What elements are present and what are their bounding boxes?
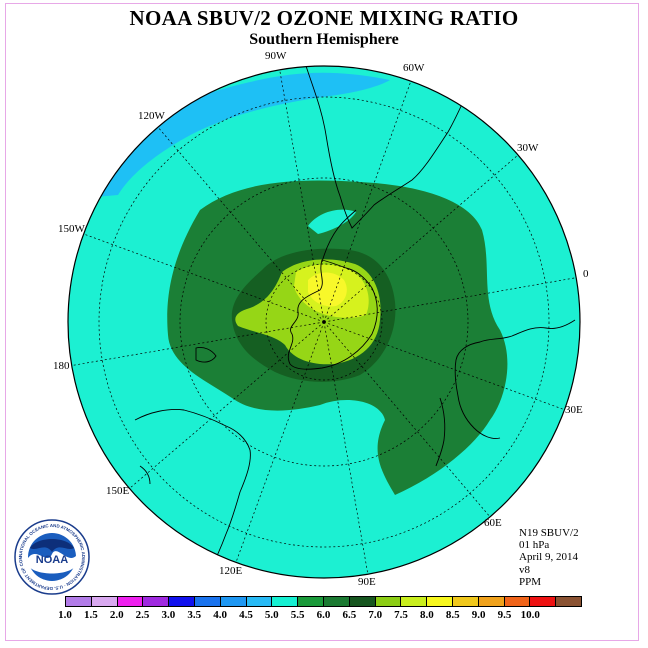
colorbar-tick-label: 4.5 xyxy=(239,609,253,621)
colorbar-tick-label: 4.0 xyxy=(213,609,227,621)
colorbar-ticks: 1.0 1.5 2.0 2.5 3.0 3.5 4.0 4.5 5.0 5.5 6.0 6.5 7.0 7… xyxy=(58,609,582,623)
colorbar-tick-label: 7.0 xyxy=(368,609,383,621)
south-america-coast xyxy=(305,66,471,229)
chart-subtitle: Southern Hemisphere xyxy=(249,31,399,48)
colorbar-tick-label: 6.5 xyxy=(342,609,357,621)
info-block: N19 SBUV/2 01 hPa April 9, 2014 v8 PPM xyxy=(519,527,579,588)
australia-coast xyxy=(134,409,251,577)
band-5-0-hole xyxy=(308,209,356,234)
colorbar-tick-label: 8.0 xyxy=(420,609,434,621)
colorbar-tick-label: 3.5 xyxy=(187,609,202,621)
colorbar-tick-label: 8.5 xyxy=(445,609,460,621)
colorbar-swatch xyxy=(556,597,581,606)
colorbar-swatch xyxy=(194,597,221,606)
info-units: PPM xyxy=(519,575,542,588)
lon-label-90w: 90W xyxy=(265,50,287,62)
page-frame xyxy=(5,3,639,641)
info-version: v8 xyxy=(519,563,530,576)
coastlines xyxy=(134,66,576,577)
latitude-circles xyxy=(98,96,550,548)
colorbar-tick-label: 5.0 xyxy=(264,609,279,621)
info-instrument: N19 SBUV/2 xyxy=(519,527,579,539)
colorbar-swatch xyxy=(478,597,505,606)
colorbar-tick-label: 1.5 xyxy=(83,609,98,621)
lon-label-30e: 30E xyxy=(565,404,583,416)
colorbar-swatch xyxy=(91,597,118,606)
lon-label-90e: 90E xyxy=(358,576,376,588)
antarctic-peninsula xyxy=(321,209,357,263)
info-date: April 9, 2014 xyxy=(519,551,578,564)
colorbar-tick-label: 1.0 xyxy=(58,609,72,621)
info-pressure: 01 hPa xyxy=(519,539,550,552)
colorbar-swatch xyxy=(375,597,402,606)
colorbar-tick-label: 7.5 xyxy=(394,609,408,621)
colorbar-tick-label: 2.5 xyxy=(135,609,150,621)
south-pole-marker xyxy=(322,320,326,324)
lon-label-0: 0 xyxy=(583,268,589,280)
tasmania-coast xyxy=(195,347,217,363)
lon-label-30w: 30W xyxy=(517,142,539,154)
colorbar-swatch xyxy=(452,597,479,606)
colorbar-swatch xyxy=(220,597,247,606)
lon-label-150w: 150W xyxy=(58,223,85,235)
colorbar-tick-label: 6.0 xyxy=(316,609,331,621)
antarctica-coast xyxy=(287,259,378,370)
colorbar-swatch xyxy=(169,597,195,606)
colorbar-swatch xyxy=(530,597,557,606)
map-outline xyxy=(67,65,581,579)
madagascar-coast xyxy=(435,397,446,467)
colorbar-swatch xyxy=(427,597,453,606)
colorbar-swatch xyxy=(66,597,92,606)
colorbar-swatch xyxy=(298,597,324,606)
lon-label-60w: 60W xyxy=(403,62,425,74)
africa-coast xyxy=(454,319,576,439)
colorbar-tick-label: 10.0 xyxy=(520,609,540,621)
lon-label-150e: 150E xyxy=(106,485,130,497)
lon-label-120w: 120W xyxy=(138,110,165,122)
colorbar-swatch xyxy=(246,597,273,606)
lon-label-60e: 60E xyxy=(484,517,502,529)
colorbar-swatch xyxy=(117,597,144,606)
colorbar-tick-label: 2.0 xyxy=(109,609,124,621)
colorbar-swatch xyxy=(349,597,376,606)
colorbar-swatch xyxy=(504,597,531,606)
lon-label-120e: 120E xyxy=(219,565,243,577)
logo-name: NOAA xyxy=(36,554,68,566)
colorbar-swatch xyxy=(143,597,170,606)
colorbar xyxy=(65,596,582,607)
colorbar-tick-label: 3.0 xyxy=(161,609,176,621)
colorbar-swatch xyxy=(272,597,299,606)
colorbar-tick-label: 5.5 xyxy=(290,609,305,621)
noaa-logo: NATIONAL OCEANIC AND ATMOSPHERIC ADMINIS… xyxy=(13,518,90,595)
meridians xyxy=(68,66,580,576)
band-7-5 xyxy=(308,272,347,307)
lon-label-180: 180 xyxy=(53,360,70,372)
new-zealand-coast xyxy=(139,465,151,485)
chart-title: NOAA SBUV/2 OZONE MIXING RATIO xyxy=(129,6,519,30)
colorbar-swatch xyxy=(401,597,428,606)
colorbar-tick-label: 9.5 xyxy=(497,609,512,621)
colorbar-tick-label: 9.0 xyxy=(471,609,486,621)
colorbar-swatch xyxy=(323,597,350,606)
